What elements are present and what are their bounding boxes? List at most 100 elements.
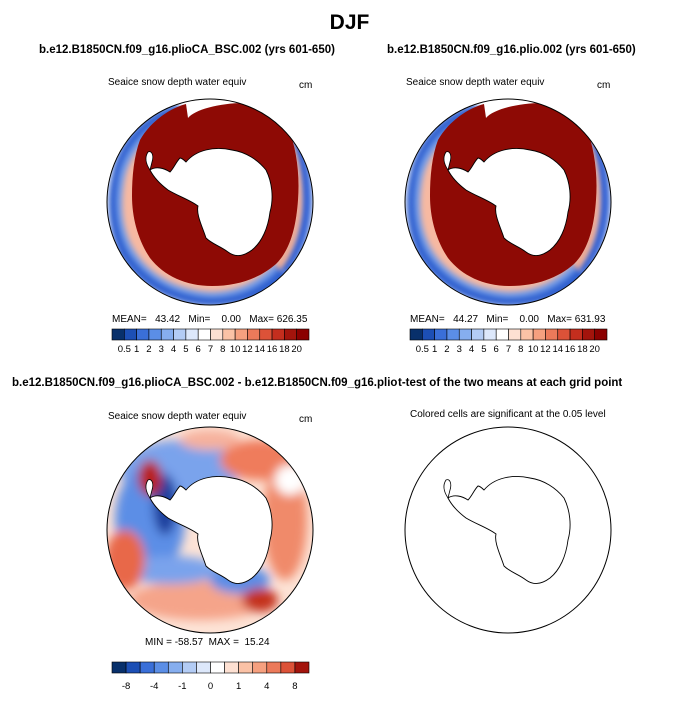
field-label-bottom-left: Seaice snow depth water equiv bbox=[108, 411, 247, 422]
colorbar-cell bbox=[125, 661, 141, 674]
colorbar-cell bbox=[153, 661, 169, 674]
colorbar-tick-label: 12 bbox=[242, 344, 253, 355]
colorbar-tick-label: 0 bbox=[208, 681, 213, 692]
colorbar-cell bbox=[139, 661, 155, 674]
panel-title-top-left: b.e12.B1850CN.f09_g16.plioCA_BSC.002 (yr… bbox=[39, 44, 335, 56]
colorbar-tick-label: 8 bbox=[518, 344, 523, 355]
map-bottom-right bbox=[404, 426, 612, 634]
colorbar-tick-label: 16 bbox=[565, 344, 576, 355]
field-label-bottom-right: Colored cells are significant at the 0.0… bbox=[410, 409, 606, 420]
colorbar-cell bbox=[296, 328, 310, 341]
colorbar-tick-label: 12 bbox=[540, 344, 551, 355]
colorbar-cell bbox=[266, 661, 282, 674]
colorbar-cell bbox=[495, 328, 509, 341]
colorbar-cell bbox=[197, 328, 211, 341]
colorbar-cell bbox=[508, 328, 522, 341]
colorbar-tick-label: 1 bbox=[432, 344, 437, 355]
colorbar-cell bbox=[582, 328, 595, 341]
colorbar-cell bbox=[196, 661, 211, 674]
colorbar-cell bbox=[224, 661, 239, 674]
panel-title-bottom-right: t-test of the two means at each grid poi… bbox=[398, 377, 623, 389]
colorbar-cell bbox=[294, 661, 310, 674]
colorbar-tick-label: 14 bbox=[552, 344, 563, 355]
colorbar-cell bbox=[271, 328, 285, 341]
colorbar-cell bbox=[210, 661, 225, 674]
page-title: DJF bbox=[329, 11, 370, 34]
colorbar-tick-label: 8 bbox=[220, 344, 225, 355]
colorbar-tick-label: 20 bbox=[589, 344, 600, 355]
units-bottom-left: cm bbox=[299, 414, 313, 425]
colorbar-tick-label: 5 bbox=[481, 344, 486, 355]
colorbar-cell bbox=[409, 328, 423, 341]
colorbar-tick-label: 10 bbox=[230, 344, 241, 355]
colorbar-cell bbox=[284, 328, 297, 341]
colorbar-tick-label: 2 bbox=[444, 344, 449, 355]
colorbar-top-right: 0.5 1 2 3 4 5 6 7 8 10 12 14 16 18 20 bbox=[409, 328, 608, 355]
colorbar-cell bbox=[252, 661, 268, 674]
colorbar-cell bbox=[111, 328, 125, 341]
colorbar-tick-label: 6 bbox=[494, 344, 499, 355]
colorbar-tick-label: 1 bbox=[134, 344, 139, 355]
colorbar-tick-label: -4 bbox=[150, 681, 158, 692]
colorbar-cell bbox=[222, 328, 236, 341]
colorbar-cell bbox=[471, 328, 485, 341]
colorbar-cell bbox=[259, 328, 273, 341]
colorbar-cell bbox=[238, 661, 254, 674]
colorbar-cell bbox=[173, 328, 187, 341]
colorbar-tick-label: 14 bbox=[254, 344, 265, 355]
colorbar-cell bbox=[557, 328, 571, 341]
colorbar-tick-label: 18 bbox=[577, 344, 588, 355]
map-top-left bbox=[106, 98, 314, 306]
colorbar-cell bbox=[124, 328, 137, 341]
stats-bottom-left: MIN = -58.57 MAX = 15.24 bbox=[145, 637, 270, 648]
colorbar-tick-label: 18 bbox=[279, 344, 290, 355]
colorbar-tick-label: 4 bbox=[469, 344, 474, 355]
colorbar-cell bbox=[446, 328, 460, 341]
colorbar-cell bbox=[594, 328, 608, 341]
colorbar-top-left: 0.5 1 2 3 4 5 6 7 8 10 12 14 16 18 20 bbox=[111, 328, 310, 355]
units-top-right: cm bbox=[597, 80, 611, 91]
colorbar-cell bbox=[280, 661, 296, 674]
colorbar-cell bbox=[520, 328, 534, 341]
colorbar-tick-label: 3 bbox=[457, 344, 462, 355]
stats-top-right: MEAN= 44.27 Min= 0.00 Max= 631.93 bbox=[410, 314, 606, 325]
colorbar-bottom-left: -8 -4 -1 0 1 4 8 bbox=[111, 661, 310, 692]
colorbar-tick-label: 20 bbox=[291, 344, 302, 355]
panel-title-top-right: b.e12.B1850CN.f09_g16.plio.002 (yrs 601-… bbox=[387, 44, 636, 56]
map-top-right bbox=[404, 98, 612, 306]
colorbar-cell bbox=[182, 661, 197, 674]
colorbar-tick-label: 2 bbox=[146, 344, 151, 355]
field-label-top-left: Seaice snow depth water equiv bbox=[108, 77, 247, 88]
colorbar-tick-label: 3 bbox=[159, 344, 164, 355]
colorbar-cell bbox=[422, 328, 435, 341]
colorbar-cell bbox=[234, 328, 248, 341]
stats-top-left: MEAN= 43.42 Min= 0.00 Max= 626.35 bbox=[112, 314, 308, 325]
colorbar-cell bbox=[136, 328, 150, 341]
colorbar-tick-label: 7 bbox=[208, 344, 213, 355]
colorbar-cell bbox=[185, 328, 199, 341]
colorbar-tick-label: -8 bbox=[122, 681, 130, 692]
colorbar-tick-label: 0.5 bbox=[416, 344, 429, 355]
colorbar-cell bbox=[148, 328, 162, 341]
colorbar-tick-label: -1 bbox=[178, 681, 186, 692]
colorbar-cell bbox=[483, 328, 497, 341]
colorbar-cell bbox=[434, 328, 448, 341]
colorbar-tick-label: 16 bbox=[267, 344, 278, 355]
colorbar-cell bbox=[569, 328, 583, 341]
colorbar-tick-label: 6 bbox=[196, 344, 201, 355]
colorbar-cell bbox=[160, 328, 174, 341]
colorbar-cell bbox=[458, 328, 472, 341]
units-top-left: cm bbox=[299, 80, 313, 91]
colorbar-cell bbox=[532, 328, 546, 341]
field-label-top-right: Seaice snow depth water equiv bbox=[406, 77, 545, 88]
panel-title-bottom-left: b.e12.B1850CN.f09_g16.plioCA_BSC.002 - b… bbox=[12, 377, 420, 389]
colorbar-tick-label: 1 bbox=[236, 681, 241, 692]
map-bottom-left bbox=[106, 426, 314, 634]
colorbar-cell bbox=[111, 661, 127, 674]
colorbar-tick-label: 0.5 bbox=[118, 344, 131, 355]
colorbar-cell bbox=[210, 328, 224, 341]
colorbar-tick-label: 4 bbox=[171, 344, 176, 355]
colorbar-tick-label: 7 bbox=[506, 344, 511, 355]
colorbar-tick-label: 8 bbox=[292, 681, 297, 692]
